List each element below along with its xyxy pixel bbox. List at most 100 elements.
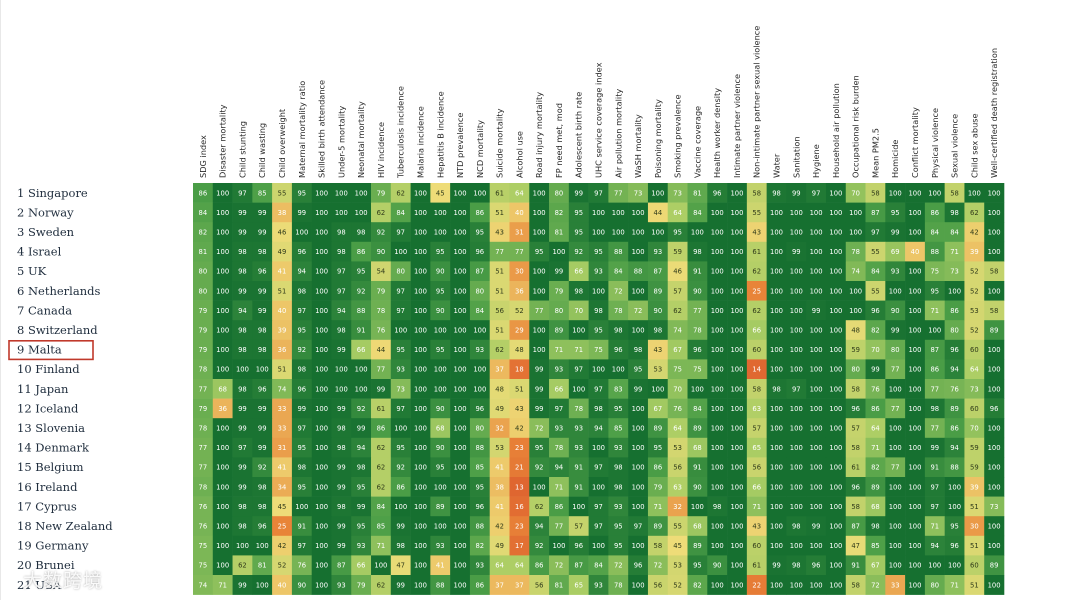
- heatmap-cell: [845, 281, 866, 301]
- cell-value-label: 97: [396, 405, 405, 413]
- cell-value-label: 87: [871, 209, 880, 217]
- cell-value-label: 100: [473, 385, 486, 393]
- cell-value-label: 100: [829, 209, 842, 217]
- cell-value-label: 47: [396, 562, 405, 570]
- cell-value-label: 95: [475, 483, 484, 491]
- cell-value-label: 100: [908, 503, 921, 511]
- heatmap-cell: [272, 398, 293, 419]
- cell-value-label: 100: [632, 327, 645, 335]
- heatmap-cell: [727, 575, 748, 595]
- cell-value-label: 60: [970, 346, 979, 354]
- heatmap-cell: [727, 320, 748, 341]
- heatmap-cell: [371, 222, 392, 243]
- heatmap-cell: [331, 320, 352, 341]
- cell-value-label: 29: [515, 327, 524, 335]
- cell-value-label: 100: [592, 542, 605, 550]
- heatmap-cell: [450, 496, 471, 517]
- heatmap-cell: [252, 183, 273, 203]
- cell-value-label: 43: [752, 523, 761, 531]
- heatmap-cell: [489, 575, 510, 595]
- cell-value-label: 58: [851, 385, 860, 393]
- cell-value-label: 85: [258, 189, 267, 197]
- heatmap-cell: [489, 339, 510, 360]
- cell-value-label: 23: [515, 523, 524, 531]
- heatmap-cell: [371, 320, 392, 341]
- heatmap-cell: [410, 477, 431, 497]
- cell-value-label: 32: [495, 425, 504, 433]
- heatmap-cell: [232, 222, 253, 243]
- heatmap-cell: [766, 202, 787, 223]
- cell-value-label: 100: [810, 287, 823, 295]
- heatmap-cell: [628, 535, 649, 556]
- cell-value-label: 100: [533, 346, 546, 354]
- heatmap-cell: [845, 320, 866, 341]
- heatmap-cell: [212, 437, 233, 458]
- cell-value-label: 98: [258, 248, 267, 256]
- cell-value-label: 96: [297, 248, 306, 256]
- heatmap-cell: [390, 418, 411, 439]
- cell-value-label: 99: [812, 307, 821, 315]
- heatmap-cell: [410, 496, 431, 517]
- cell-value-label: 86: [377, 425, 386, 433]
- heatmap-cell: [410, 281, 431, 301]
- cell-value-label: 96: [475, 405, 484, 413]
- heatmap-cell: [252, 339, 273, 360]
- heatmap-cell: [549, 418, 570, 439]
- cell-value-label: 86: [199, 189, 208, 197]
- cell-value-label: 87: [475, 268, 484, 276]
- cell-value-label: 93: [436, 542, 445, 550]
- heatmap-cell: [687, 261, 708, 282]
- cell-value-label: 18: [515, 366, 524, 374]
- cell-value-label: 100: [928, 189, 941, 197]
- heatmap-cell: [687, 281, 708, 301]
- cell-value-label: 99: [337, 523, 346, 531]
- heatmap-cell: [549, 281, 570, 301]
- cell-value-label: 48: [515, 346, 524, 354]
- heatmap-cell: [865, 261, 886, 282]
- heatmap-cell: [489, 398, 510, 419]
- cell-value-label: 100: [810, 483, 823, 491]
- heatmap-cell: [450, 398, 471, 419]
- heatmap-cell: [489, 261, 510, 282]
- cell-value-label: 100: [988, 287, 1001, 295]
- cell-value-label: 62: [673, 307, 682, 315]
- cell-value-label: 89: [871, 483, 880, 491]
- heatmap-cell: [272, 555, 293, 576]
- cell-value-label: 94: [535, 523, 544, 531]
- heatmap-cell: [766, 437, 787, 458]
- cell-value-label: 100: [434, 229, 447, 237]
- cell-value-label: 100: [552, 542, 565, 550]
- heatmap-cell: [351, 398, 372, 419]
- cell-value-label: 94: [297, 268, 306, 276]
- cell-value-label: 100: [434, 366, 447, 374]
- cell-value-label: 34: [278, 483, 287, 491]
- cell-value-label: 100: [790, 425, 803, 433]
- cell-value-label: 100: [315, 444, 328, 452]
- cell-value-label: 99: [812, 523, 821, 531]
- heatmap-cell: [568, 339, 589, 360]
- cell-value-label: 81: [555, 229, 564, 237]
- cell-value-label: 67: [654, 405, 663, 413]
- heatmap-cell: [786, 281, 807, 301]
- cell-value-label: 100: [632, 483, 645, 491]
- heatmap-cell: [371, 183, 392, 203]
- heatmap-cell: [825, 339, 847, 360]
- heatmap-cell: [588, 418, 609, 439]
- country-label: 13 Slovenia: [17, 421, 85, 435]
- heatmap-cell: [469, 379, 491, 399]
- cell-value-label: 95: [614, 523, 623, 531]
- heatmap-cell: [727, 496, 748, 517]
- cell-value-label: 100: [730, 189, 743, 197]
- cell-value-label: 98: [871, 523, 880, 531]
- heatmap-cell: [707, 222, 728, 243]
- cell-value-label: 85: [377, 523, 386, 531]
- cell-value-label: 100: [711, 346, 724, 354]
- cell-value-label: 60: [752, 542, 761, 550]
- heatmap-cell: [529, 575, 550, 595]
- cell-value-label: 100: [711, 523, 724, 531]
- cell-value-label: 93: [574, 425, 583, 433]
- cell-value-label: 100: [829, 562, 842, 570]
- cell-value-label: 66: [574, 268, 583, 276]
- heatmap-cell: [390, 339, 411, 360]
- cell-value-label: 82: [555, 209, 564, 217]
